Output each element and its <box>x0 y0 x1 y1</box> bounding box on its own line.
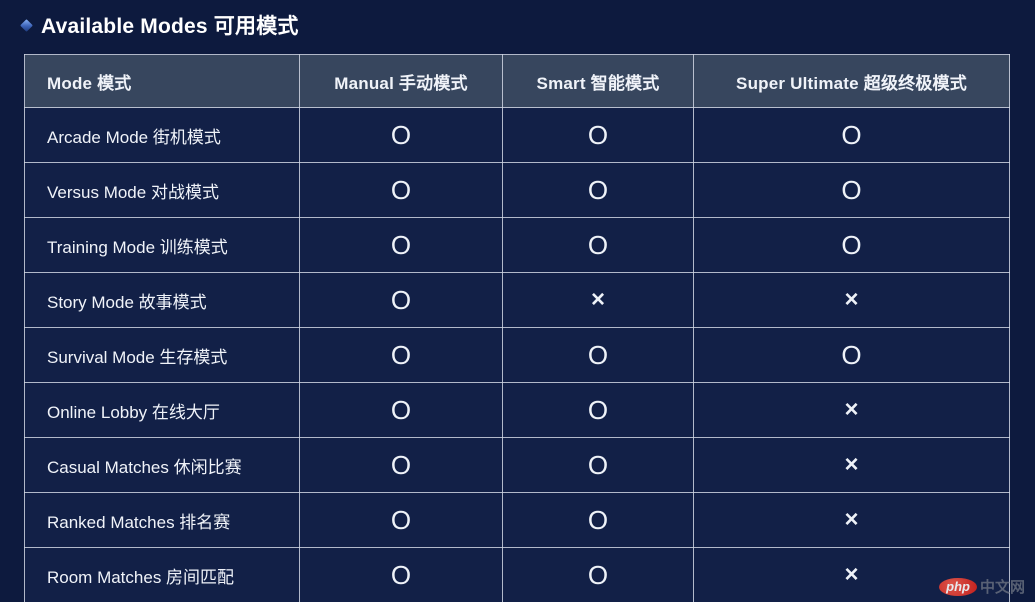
mode-name-cell: Room Matches 房间匹配 <box>24 547 300 602</box>
table-row: Survival Mode 生存模式 O O O <box>24 327 1010 383</box>
availability-cell-super-ultimate: × <box>693 547 1010 602</box>
circle-icon: O <box>587 230 609 260</box>
table-row: Room Matches 房间匹配 O O × <box>24 547 1010 602</box>
availability-cell-manual: O <box>299 547 503 602</box>
availability-cell-manual: O <box>299 492 503 548</box>
availability-cell-super-ultimate: × <box>693 437 1010 493</box>
cross-icon: × <box>590 286 605 313</box>
circle-icon: O <box>587 175 609 205</box>
circle-icon: O <box>390 395 412 425</box>
availability-cell-smart: O <box>502 382 694 438</box>
availability-cell-super-ultimate: × <box>693 382 1010 438</box>
circle-icon: O <box>390 560 412 590</box>
mode-name-cell: Casual Matches 休闲比赛 <box>24 437 300 493</box>
circle-icon: O <box>587 340 609 370</box>
mode-name-cell: Online Lobby 在线大厅 <box>24 382 300 438</box>
availability-cell-smart: O <box>502 492 694 548</box>
circle-icon: O <box>390 175 412 205</box>
availability-cell-smart: O <box>502 437 694 493</box>
available-modes-table: Mode 模式 Manual 手动模式 Smart 智能模式 Super Ult… <box>24 54 1010 602</box>
table-header-row: Mode 模式 Manual 手动模式 Smart 智能模式 Super Ult… <box>24 54 1010 108</box>
availability-cell-manual: O <box>299 382 503 438</box>
availability-cell-manual: O <box>299 272 503 328</box>
mode-name-cell: Ranked Matches 排名赛 <box>24 492 300 548</box>
column-header-smart: Smart 智能模式 <box>502 54 694 108</box>
availability-cell-super-ultimate: × <box>693 492 1010 548</box>
table-row: Casual Matches 休闲比赛 O O × <box>24 437 1010 493</box>
circle-icon: O <box>390 340 412 370</box>
circle-icon: O <box>390 230 412 260</box>
page-header: Available Modes 可用模式 <box>0 0 1035 40</box>
mode-name-cell: Versus Mode 对战模式 <box>24 162 300 218</box>
column-header-manual: Manual 手动模式 <box>299 54 503 108</box>
circle-icon: O <box>841 230 862 260</box>
mode-name-cell: Survival Mode 生存模式 <box>24 327 300 383</box>
circle-icon: O <box>390 505 412 535</box>
table-row: Online Lobby 在线大厅 O O × <box>24 382 1010 438</box>
availability-cell-super-ultimate: O <box>693 217 1010 273</box>
circle-icon: O <box>587 560 609 590</box>
circle-icon: O <box>587 450 609 480</box>
circle-icon: O <box>390 120 412 150</box>
circle-icon: O <box>841 340 862 370</box>
availability-cell-smart: O <box>502 107 694 163</box>
availability-cell-smart: O <box>502 327 694 383</box>
circle-icon: O <box>390 285 412 315</box>
availability-cell-smart: O <box>502 547 694 602</box>
cross-icon: × <box>844 451 859 478</box>
cross-icon: × <box>844 561 859 588</box>
diamond-bullet-icon <box>20 18 33 32</box>
circle-icon: O <box>587 505 609 535</box>
cross-icon: × <box>844 506 859 533</box>
table-row: Arcade Mode 街机模式 O O O <box>24 107 1010 163</box>
column-header-mode: Mode 模式 <box>24 54 300 108</box>
availability-cell-smart: × <box>502 272 694 328</box>
availability-cell-manual: O <box>299 327 503 383</box>
availability-cell-smart: O <box>502 217 694 273</box>
availability-cell-manual: O <box>299 162 503 218</box>
availability-cell-manual: O <box>299 107 503 163</box>
cross-icon: × <box>844 286 859 313</box>
mode-name-cell: Training Mode 训练模式 <box>24 217 300 273</box>
circle-icon: O <box>587 395 609 425</box>
circle-icon: O <box>841 120 862 150</box>
table-row: Training Mode 训练模式 O O O <box>24 217 1010 273</box>
availability-cell-manual: O <box>299 217 503 273</box>
table-row: Ranked Matches 排名赛 O O × <box>24 492 1010 548</box>
availability-cell-super-ultimate: O <box>693 162 1010 218</box>
column-header-super-ultimate: Super Ultimate 超级终极模式 <box>693 54 1010 108</box>
php-watermark: php 中文网 <box>939 576 1025 597</box>
circle-icon: O <box>587 120 609 150</box>
page-title: Available Modes 可用模式 <box>41 15 299 38</box>
circle-icon: O <box>841 175 862 205</box>
availability-cell-super-ultimate: × <box>693 272 1010 328</box>
php-logo-icon: php <box>939 577 977 596</box>
cross-icon: × <box>844 396 859 423</box>
table-row: Story Mode 故事模式 O × × <box>24 272 1010 328</box>
availability-cell-smart: O <box>502 162 694 218</box>
availability-cell-super-ultimate: O <box>693 107 1010 163</box>
circle-icon: O <box>390 450 412 480</box>
mode-name-cell: Story Mode 故事模式 <box>24 272 300 328</box>
table-row: Versus Mode 对战模式 O O O <box>24 162 1010 218</box>
availability-cell-manual: O <box>299 437 503 493</box>
mode-name-cell: Arcade Mode 街机模式 <box>24 107 300 163</box>
availability-cell-super-ultimate: O <box>693 327 1010 383</box>
watermark-text: 中文网 <box>979 579 1025 596</box>
